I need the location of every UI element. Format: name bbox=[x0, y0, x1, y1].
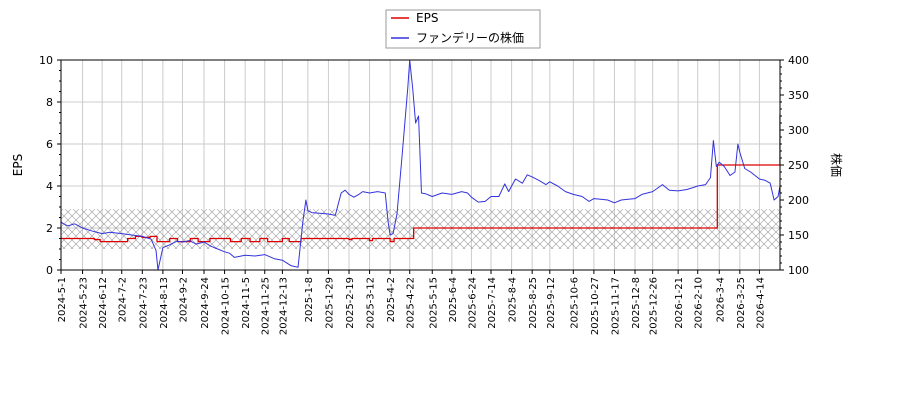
x-tick-label: 2025-3-12 bbox=[366, 277, 377, 329]
x-tick-label: 2024-5-1 bbox=[57, 277, 68, 322]
x-tick-label: 2025-8-4 bbox=[508, 277, 519, 322]
right-tick-label: 400 bbox=[788, 54, 809, 67]
x-tick-label: 2025-7-14 bbox=[487, 277, 498, 329]
legend-box bbox=[385, 9, 541, 49]
x-tick-label: 2024-11-5 bbox=[241, 277, 252, 329]
x-tick-label: 2025-6-24 bbox=[467, 277, 478, 329]
left-axis-label: EPS bbox=[11, 154, 25, 176]
series-layer bbox=[61, 60, 780, 270]
x-tick-label: 2025-9-12 bbox=[546, 277, 557, 329]
series-line-price bbox=[61, 60, 780, 270]
legend: EPS ファンデリーの株価 bbox=[385, 9, 541, 49]
right-axis-label: 株価 bbox=[829, 153, 844, 177]
x-tick-label: 2024-8-13 bbox=[159, 277, 170, 329]
left-tick-label: 10 bbox=[39, 54, 53, 67]
x-tick-label: 2025-1-29 bbox=[324, 277, 335, 329]
legend-label-price: ファンデリーの株価 bbox=[416, 30, 524, 45]
x-tick-label: 2026-2-10 bbox=[694, 277, 705, 329]
x-tick-label: 2025-1-8 bbox=[304, 277, 315, 322]
x-tick-label: 2025-10-6 bbox=[569, 277, 580, 329]
left-tick-label: 8 bbox=[46, 96, 53, 109]
shaded-band bbox=[61, 209, 780, 249]
x-axis: 2024-5-1 2024-5-23 2024-6-12 2024-7-2 2024-7… bbox=[57, 270, 766, 335]
left-tick-label: 4 bbox=[46, 180, 53, 193]
x-tick-label: 2026-4-14 bbox=[755, 277, 766, 329]
x-tick-label: 2024-12-13 bbox=[278, 277, 289, 335]
left-tick-label: 6 bbox=[46, 138, 53, 151]
x-tick-label: 2024-6-12 bbox=[98, 277, 109, 329]
x-tick-label: 2025-5-15 bbox=[428, 277, 439, 329]
x-tick-label: 2026-3-4 bbox=[715, 277, 726, 322]
x-tick-label: 2025-2-19 bbox=[345, 277, 356, 329]
x-tick-label: 2024-11-25 bbox=[261, 277, 272, 335]
x-tick-label: 2025-8-25 bbox=[528, 277, 539, 329]
x-tick-label: 2024-7-2 bbox=[118, 277, 129, 322]
legend-label-eps: EPS bbox=[416, 11, 438, 25]
right-tick-label: 150 bbox=[788, 229, 809, 242]
right-tick-label: 100 bbox=[788, 264, 809, 277]
x-tick-label: 2025-10-27 bbox=[590, 277, 601, 335]
left-tick-label: 0 bbox=[46, 264, 53, 277]
right-tick-label: 250 bbox=[788, 159, 809, 172]
right-tick-label: 200 bbox=[788, 194, 809, 207]
x-tick-label: 2024-5-23 bbox=[79, 277, 90, 329]
right-axis: 100 150 200 250 300 350 400 bbox=[780, 54, 809, 277]
x-tick-label: 2025-6-4 bbox=[448, 277, 459, 322]
left-axis: 0 2 4 6 8 10 bbox=[39, 54, 61, 277]
left-tick-label: 2 bbox=[46, 222, 53, 235]
x-tick-label: 2026-1-21 bbox=[674, 277, 685, 329]
x-tick-label: 2025-4-22 bbox=[406, 277, 417, 329]
x-tick-label: 2024-9-2 bbox=[178, 277, 189, 322]
x-tick-label: 2024-10-15 bbox=[221, 277, 232, 335]
right-tick-label: 350 bbox=[788, 89, 809, 102]
x-tick-label: 2024-9-24 bbox=[200, 277, 211, 329]
x-tick-label: 2025-12-8 bbox=[631, 277, 642, 329]
x-tick-label: 2025-11-17 bbox=[610, 277, 621, 335]
x-tick-label: 2024-7-23 bbox=[138, 277, 149, 329]
x-tick-label: 2025-12-26 bbox=[649, 277, 660, 335]
x-tick-label: 2026-3-25 bbox=[736, 277, 747, 329]
x-tick-label: 2025-4-2 bbox=[386, 277, 397, 322]
right-tick-label: 300 bbox=[788, 124, 809, 137]
shaded-band-layer bbox=[61, 209, 780, 249]
